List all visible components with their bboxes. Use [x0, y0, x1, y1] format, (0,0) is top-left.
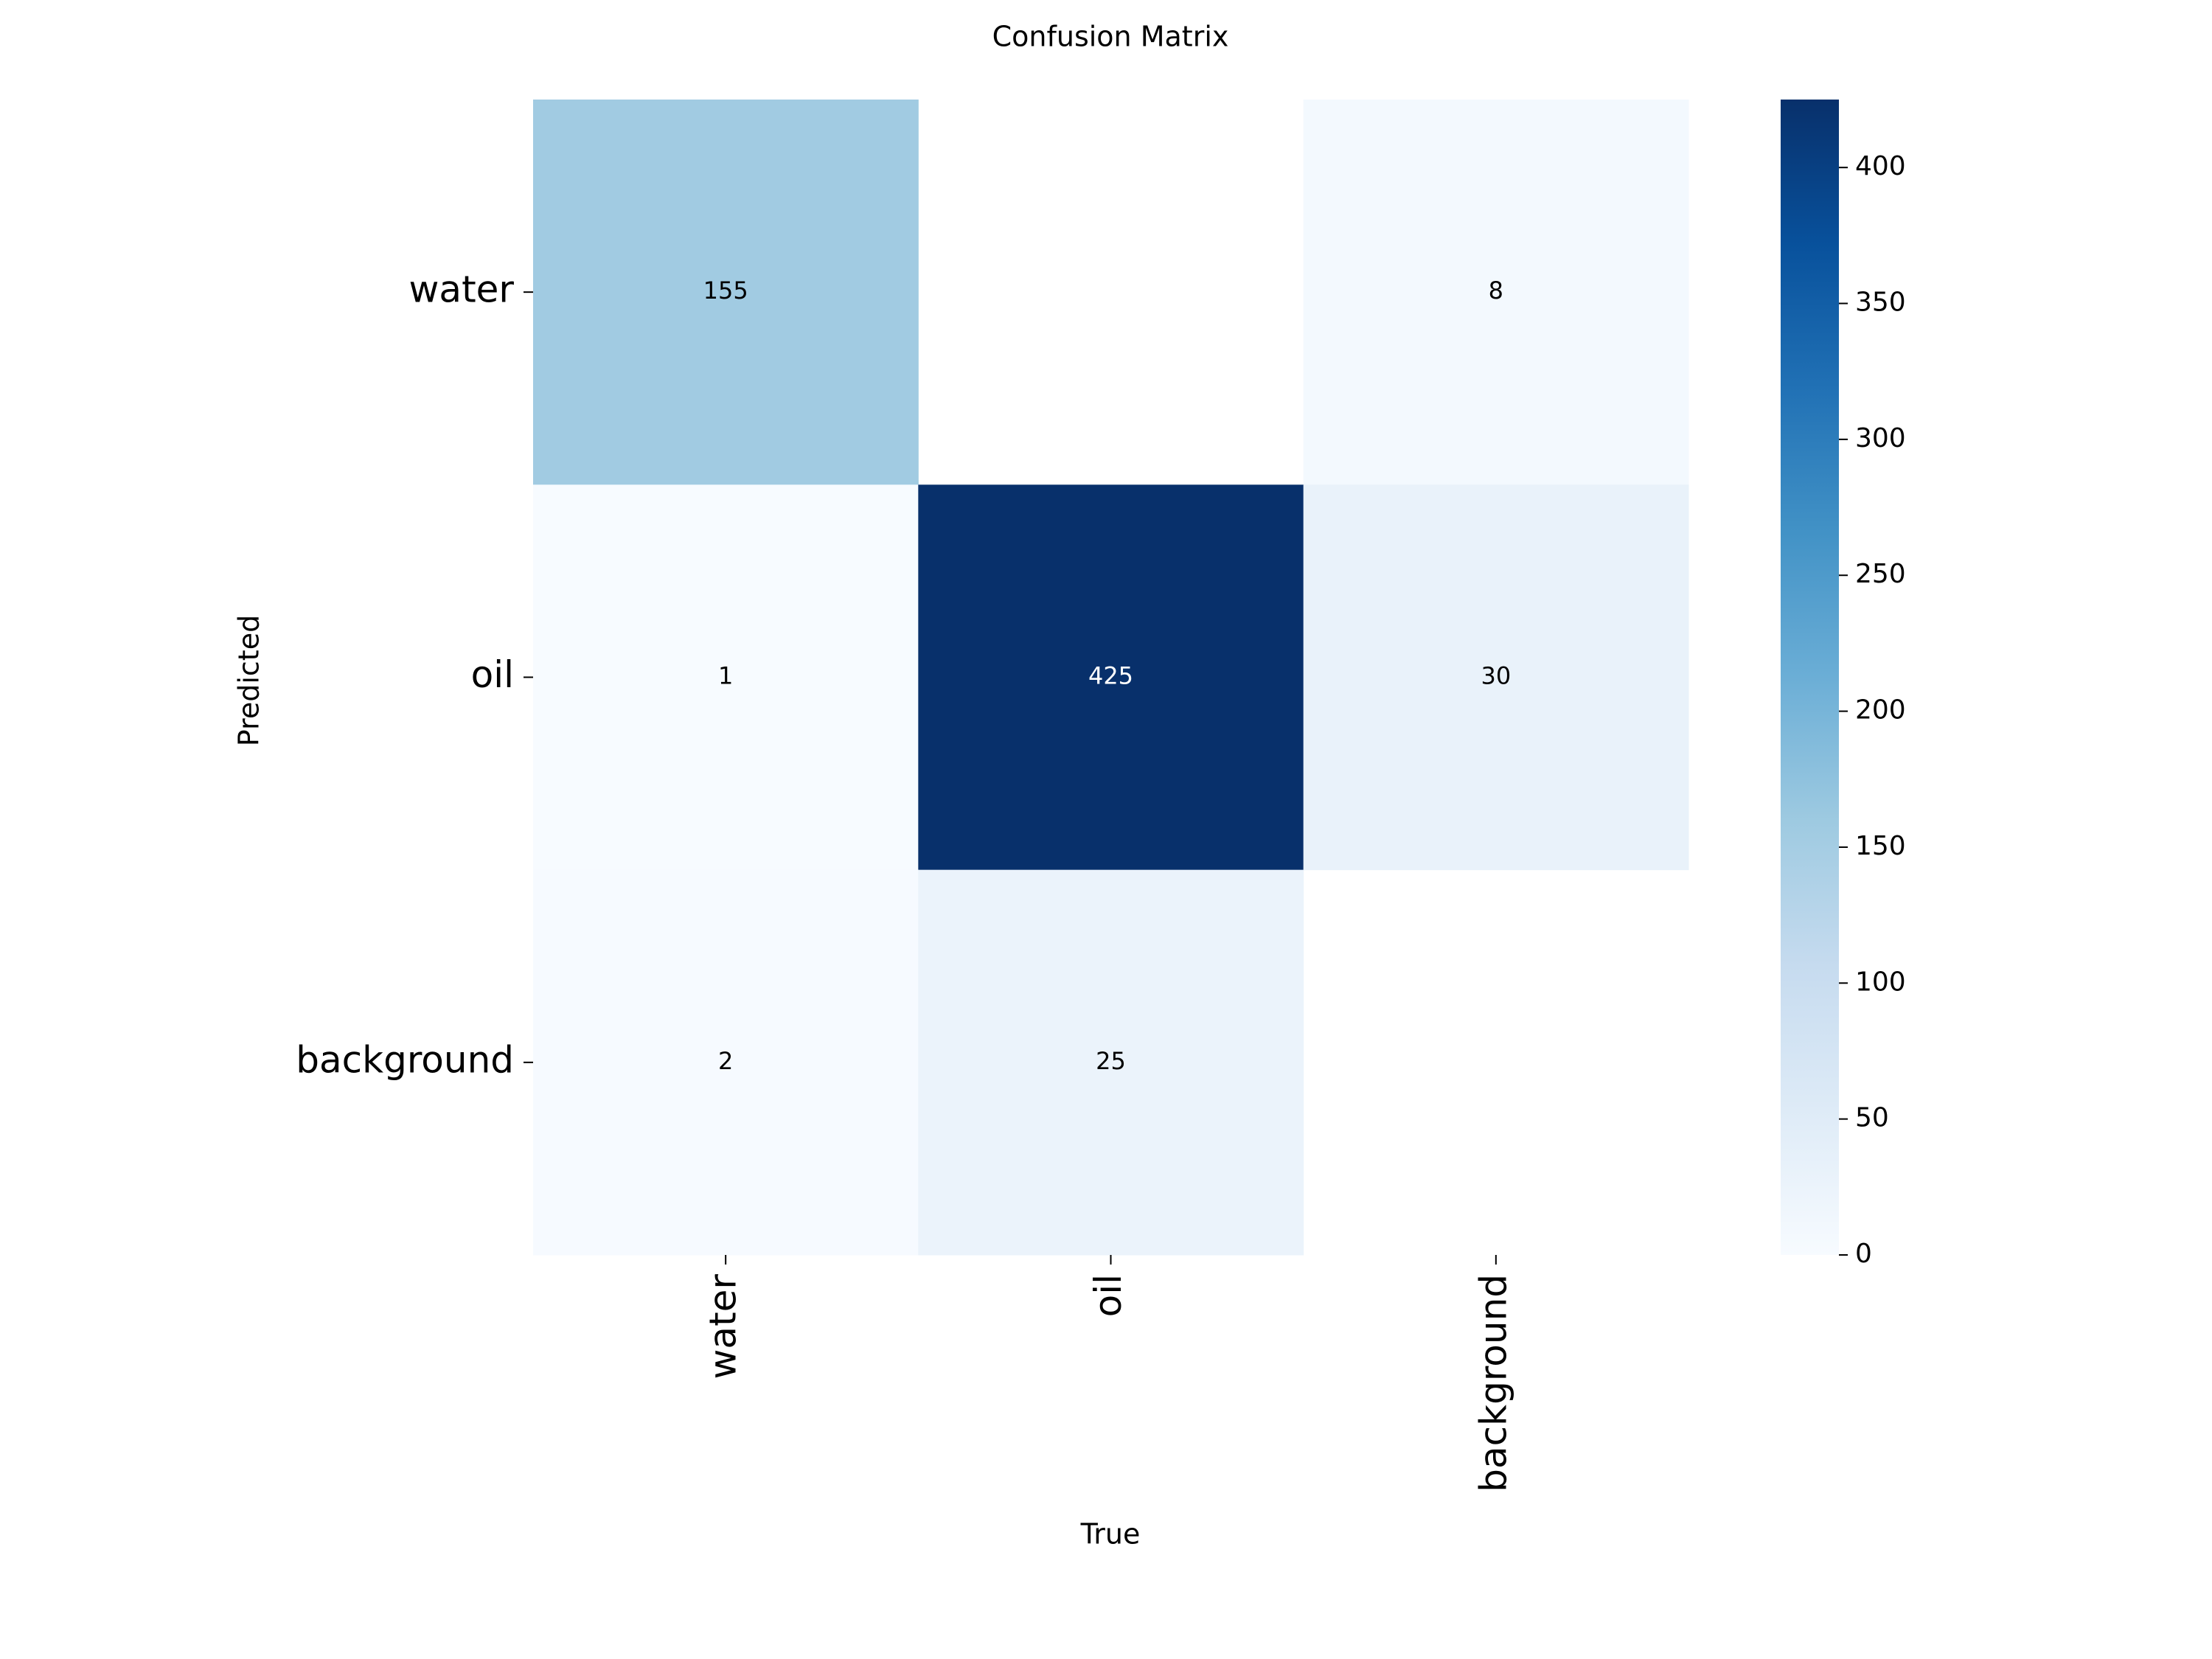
chart-title: Confusion Matrix [992, 21, 1229, 53]
heatmap-cell [1303, 484, 1689, 871]
colorbar-tick-label: 400 [1855, 151, 1906, 181]
cell-label: 8 [1489, 276, 1503, 305]
heatmap-cell [918, 869, 1304, 1256]
colorbar [1781, 100, 1839, 1255]
cell-label: 155 [703, 276, 748, 305]
heatmap-cell [533, 100, 919, 485]
colorbar-tick-label: 300 [1855, 423, 1906, 453]
x-axis-label: True [1080, 1518, 1141, 1551]
colorbar-tick-label: 350 [1855, 288, 1906, 318]
y-tick-label: water [409, 268, 515, 311]
colorbar-tick-label: 250 [1855, 559, 1906, 589]
heatmap-cell [1303, 100, 1689, 485]
colorbar-tick-label: 50 [1855, 1103, 1889, 1133]
heatmap-cell [533, 484, 919, 871]
cell-label: 25 [1096, 1047, 1126, 1075]
cell-label: 30 [1481, 662, 1511, 690]
x-tick-label: background [1472, 1274, 1514, 1492]
y-tick-label: oil [471, 653, 514, 696]
y-tick-label: background [296, 1038, 514, 1081]
y-axis-label: Predicted [233, 615, 265, 746]
colorbar-tick-label: 200 [1855, 695, 1906, 726]
colorbar-tick-label: 150 [1855, 831, 1906, 861]
cell-label: 2 [718, 1047, 733, 1075]
cell-label: 425 [1088, 662, 1133, 690]
x-tick-label: water [702, 1274, 745, 1380]
colorbar-tick-label: 0 [1855, 1239, 1872, 1269]
x-tick-label: oil [1087, 1274, 1130, 1317]
heatmap-cell [533, 869, 919, 1256]
heatmap-cell [918, 484, 1304, 871]
colorbar-tick-label: 100 [1855, 967, 1906, 997]
cell-label: 1 [718, 662, 733, 690]
